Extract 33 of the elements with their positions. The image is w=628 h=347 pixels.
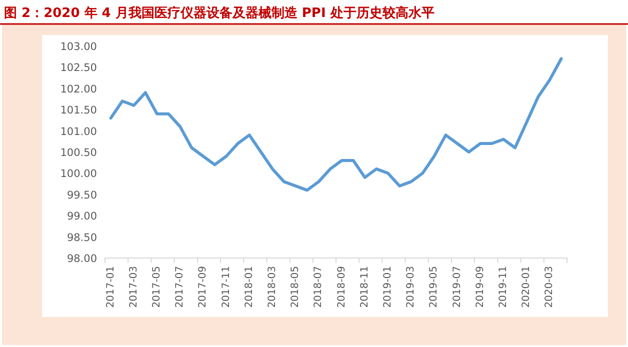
y-tick-label: 100.50	[60, 147, 97, 159]
x-tick-label: 2020-03	[544, 266, 556, 308]
x-tick-label: 2018-05	[290, 266, 302, 308]
y-tick-label: 100.00	[60, 168, 97, 180]
y-tick-label: 98.50	[66, 232, 97, 244]
x-tick-label: 2020-01	[521, 266, 532, 308]
x-tick-label: 2019-01	[382, 266, 394, 308]
y-tick-label: 103.00	[60, 41, 97, 53]
x-tick-label: 2018-07	[313, 266, 324, 308]
x-tick-label: 2017-03	[128, 266, 140, 308]
x-tick-label: 2018-11	[359, 266, 370, 308]
x-tick-label: 2019-11	[498, 266, 509, 308]
y-tick-label: 99.50	[66, 189, 97, 202]
x-tick-label: 2019-07	[452, 266, 463, 308]
chart-title: 图 2：2020 年 4 月我国医疗仪器设备及器械制造 PPI 处于历史较高水平	[4, 5, 434, 21]
x-tick-label: 2017-01	[105, 266, 116, 308]
x-tick-label: 2019-03	[406, 266, 417, 308]
y-tick-label: 99.00	[66, 210, 97, 223]
y-tick-label: 101.00	[60, 126, 97, 138]
y-tick-label: 102.00	[60, 83, 97, 96]
y-tick-label: 102.50	[60, 62, 97, 74]
y-tick-label: 98.00	[66, 253, 97, 265]
x-tick-label: 2018-03	[266, 266, 278, 308]
x-tick-label: 2017-07	[174, 266, 186, 308]
x-tick-label: 2017-11	[220, 266, 232, 308]
y-tick-label: 101.50	[60, 104, 97, 117]
line-series	[109, 57, 563, 192]
x-tick-label: 2018-09	[336, 266, 348, 308]
x-tick-label: 2019-09	[474, 266, 486, 308]
x-tick-label: 2017-05	[151, 266, 162, 308]
x-tick-label: 2017-09	[198, 266, 209, 308]
x-tick-label: 2018-01	[244, 266, 255, 308]
x-tick-label: 2019-05	[428, 266, 440, 308]
